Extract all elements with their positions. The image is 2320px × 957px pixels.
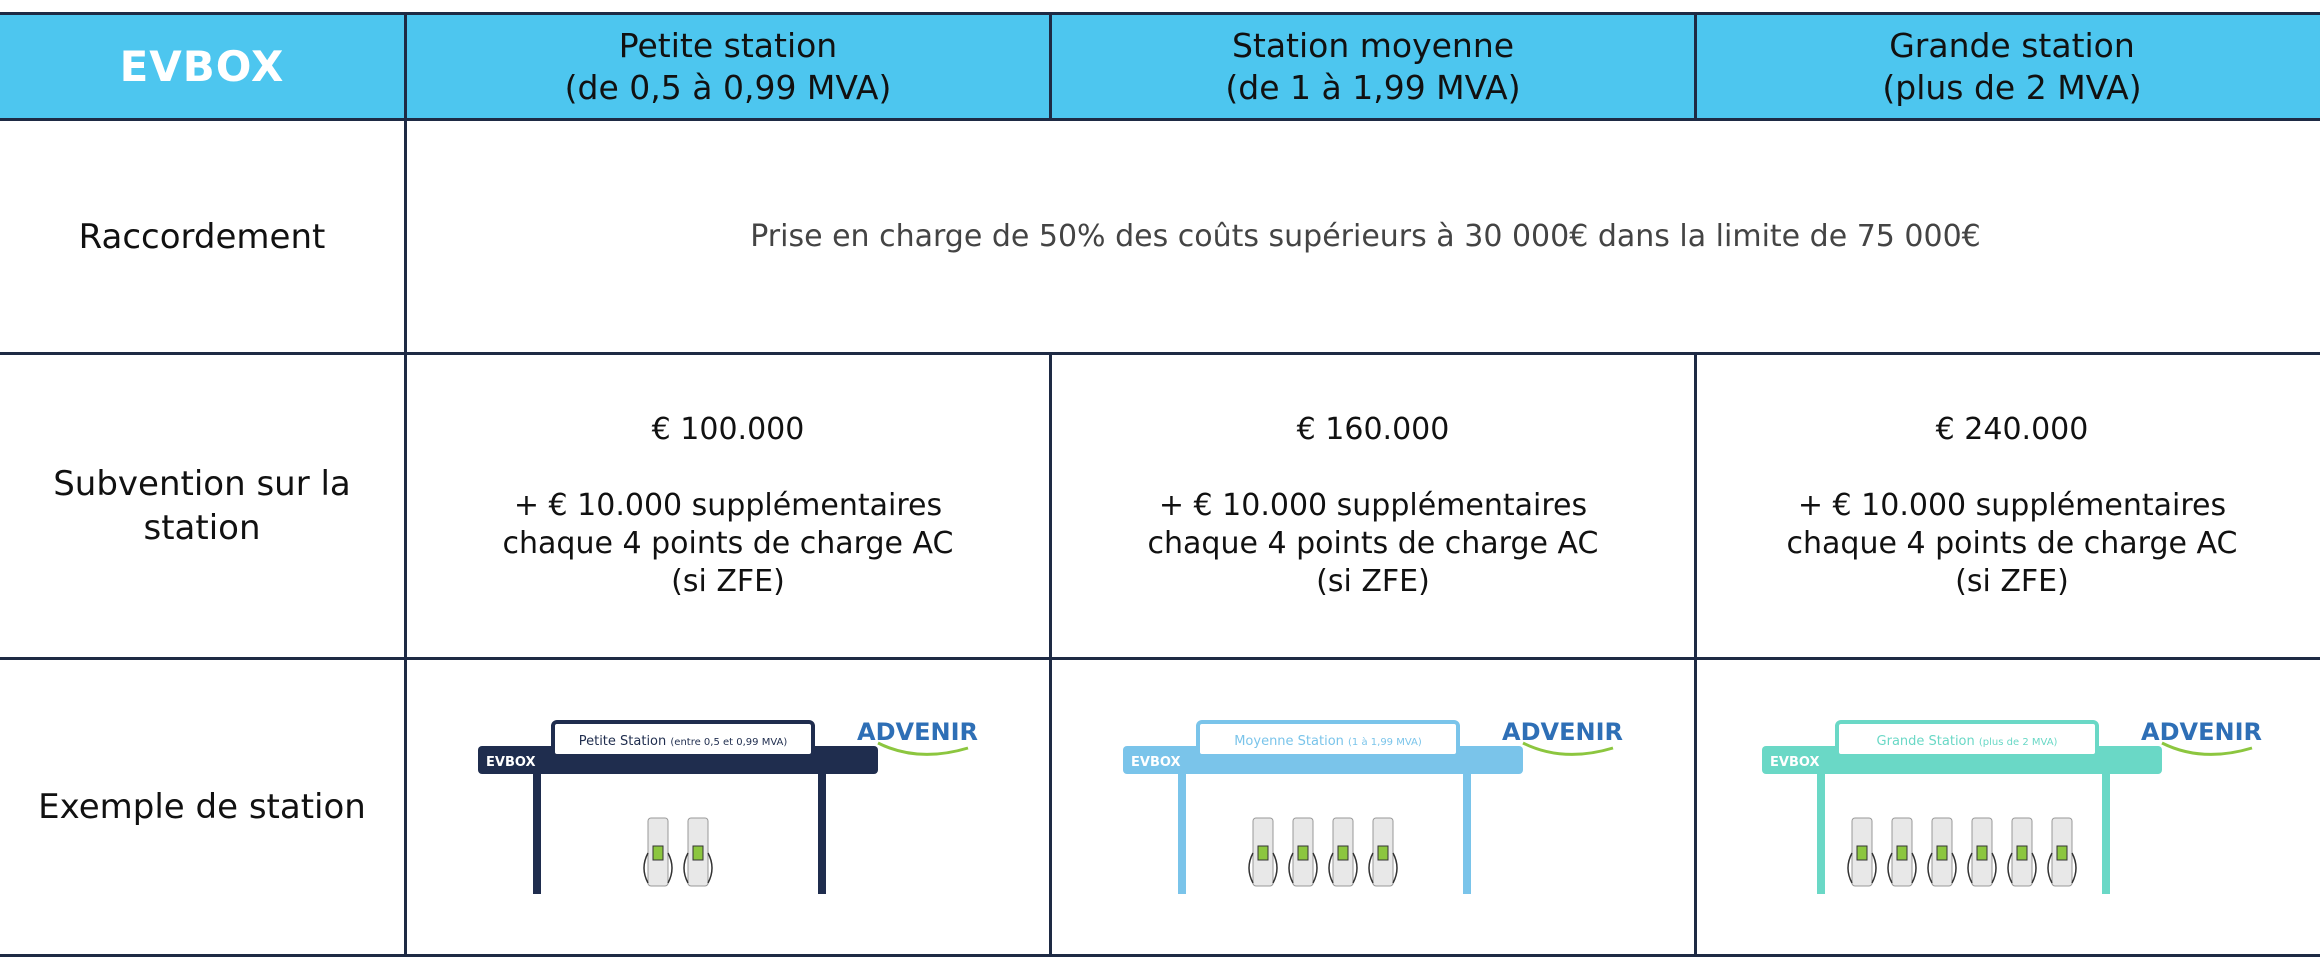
- raccordement-text: Prise en charge de 50% des coûts supérie…: [750, 218, 1981, 256]
- charger-screen: [1897, 846, 1907, 860]
- charger-screen: [653, 846, 663, 860]
- charger-screen: [1378, 846, 1388, 860]
- exemple-cell: Petite Station (entre 0,5 et 0,99 MVA) EV…: [404, 657, 1052, 957]
- detail-line: chaque 4 points de charge AC: [1148, 525, 1599, 563]
- amount: € 100.000: [652, 411, 805, 449]
- sign-detail: (1 à 1,99 MVA): [1348, 736, 1422, 748]
- charger-screen: [1298, 846, 1308, 860]
- row-label: Exemple de station: [0, 657, 407, 957]
- label: Raccordement: [79, 215, 326, 259]
- column-range: (plus de 2 MVA): [1882, 67, 2141, 109]
- header-cell: Petite station(de 0,5 à 0,99 MVA): [404, 12, 1052, 121]
- amount: € 240.000: [1936, 411, 2089, 449]
- brand: ADVENIR: [1502, 718, 1623, 746]
- station-illustration: Grande Station (plus de 2 MVA) EVBOX ADVEN…: [1762, 718, 2262, 918]
- sign-detail: (entre 0,5 et 0,99 MVA): [670, 737, 787, 748]
- charger-screen: [1937, 846, 1947, 860]
- column-range: (de 0,5 à 0,99 MVA): [565, 67, 892, 109]
- header-cell: Grande station(plus de 2 MVA): [1694, 12, 2320, 121]
- header-cell: Station moyenne(de 1 à 1,99 MVA): [1049, 12, 1697, 121]
- amount: € 160.000: [1297, 411, 1450, 449]
- merged-cell: Prise en charge de 50% des coûts supérie…: [404, 118, 2320, 355]
- sign-name: Moyenne Station: [1234, 734, 1344, 749]
- detail-line: chaque 4 points de charge AC: [1787, 525, 2238, 563]
- post: [1817, 774, 1825, 894]
- detail-line: (si ZFE): [671, 563, 785, 601]
- charger-screen: [1338, 846, 1348, 860]
- logo-cell: EVBOX: [0, 12, 407, 121]
- station-logo: EVBOX: [1770, 755, 1819, 770]
- station-illustration: Petite Station (entre 0,5 et 0,99 MVA) EV…: [478, 718, 978, 918]
- station-logo: EVBOX: [1131, 755, 1180, 770]
- column-range: (de 1 à 1,99 MVA): [1225, 67, 1520, 109]
- post: [1463, 774, 1471, 894]
- detail-line: (si ZFE): [1955, 563, 2069, 601]
- detail-line: + € 10.000 supplémentaires: [1798, 487, 2226, 525]
- post: [533, 774, 541, 894]
- charger-screen: [2057, 846, 2067, 860]
- sign-text: Moyenne Station (1 à 1,99 MVA): [1234, 734, 1422, 749]
- detail-line: (si ZFE): [1316, 563, 1430, 601]
- column-name: Station moyenne: [1232, 25, 1514, 67]
- column-name: Grande station: [1889, 25, 2135, 67]
- label: Subvention sur la station: [52, 462, 352, 550]
- detail-line: + € 10.000 supplémentaires: [1159, 487, 1587, 525]
- row-label: Subvention sur la station: [0, 352, 407, 660]
- sign-name: Petite Station: [579, 734, 667, 749]
- brand: ADVENIR: [2141, 718, 2262, 746]
- label: Exemple de station: [38, 785, 366, 829]
- logo: EVBOX: [120, 46, 285, 88]
- sign-name: Grande Station: [1877, 734, 1975, 749]
- post: [2102, 774, 2110, 894]
- charger-screen: [1258, 846, 1268, 860]
- exemple-cell: Moyenne Station (1 à 1,99 MVA) EVBOX ADVEN…: [1049, 657, 1697, 957]
- exemple-cell: Grande Station (plus de 2 MVA) EVBOX ADVEN…: [1694, 657, 2320, 957]
- post: [1178, 774, 1186, 894]
- sign-detail: (plus de 2 MVA): [1979, 737, 2058, 748]
- page: EVBOXPetite station(de 0,5 à 0,99 MVA)St…: [0, 0, 2320, 941]
- station-illustration: Moyenne Station (1 à 1,99 MVA) EVBOX ADVEN…: [1123, 718, 1623, 918]
- charger-screen: [1857, 846, 1867, 860]
- detail-line: chaque 4 points de charge AC: [503, 525, 954, 563]
- detail-line: + € 10.000 supplémentaires: [514, 487, 942, 525]
- charger-screen: [2017, 846, 2027, 860]
- charger-screen: [1977, 846, 1987, 860]
- station-logo: EVBOX: [486, 755, 535, 770]
- brand: ADVENIR: [857, 718, 978, 746]
- sign-text: Grande Station (plus de 2 MVA): [1877, 734, 2058, 749]
- row-label: Raccordement: [0, 118, 407, 355]
- column-name: Petite station: [619, 25, 837, 67]
- sign-text: Petite Station (entre 0,5 et 0,99 MVA): [579, 734, 788, 749]
- post: [818, 774, 826, 894]
- charger-screen: [693, 846, 703, 860]
